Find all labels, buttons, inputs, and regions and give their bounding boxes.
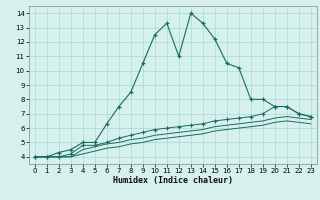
X-axis label: Humidex (Indice chaleur): Humidex (Indice chaleur): [113, 176, 233, 185]
